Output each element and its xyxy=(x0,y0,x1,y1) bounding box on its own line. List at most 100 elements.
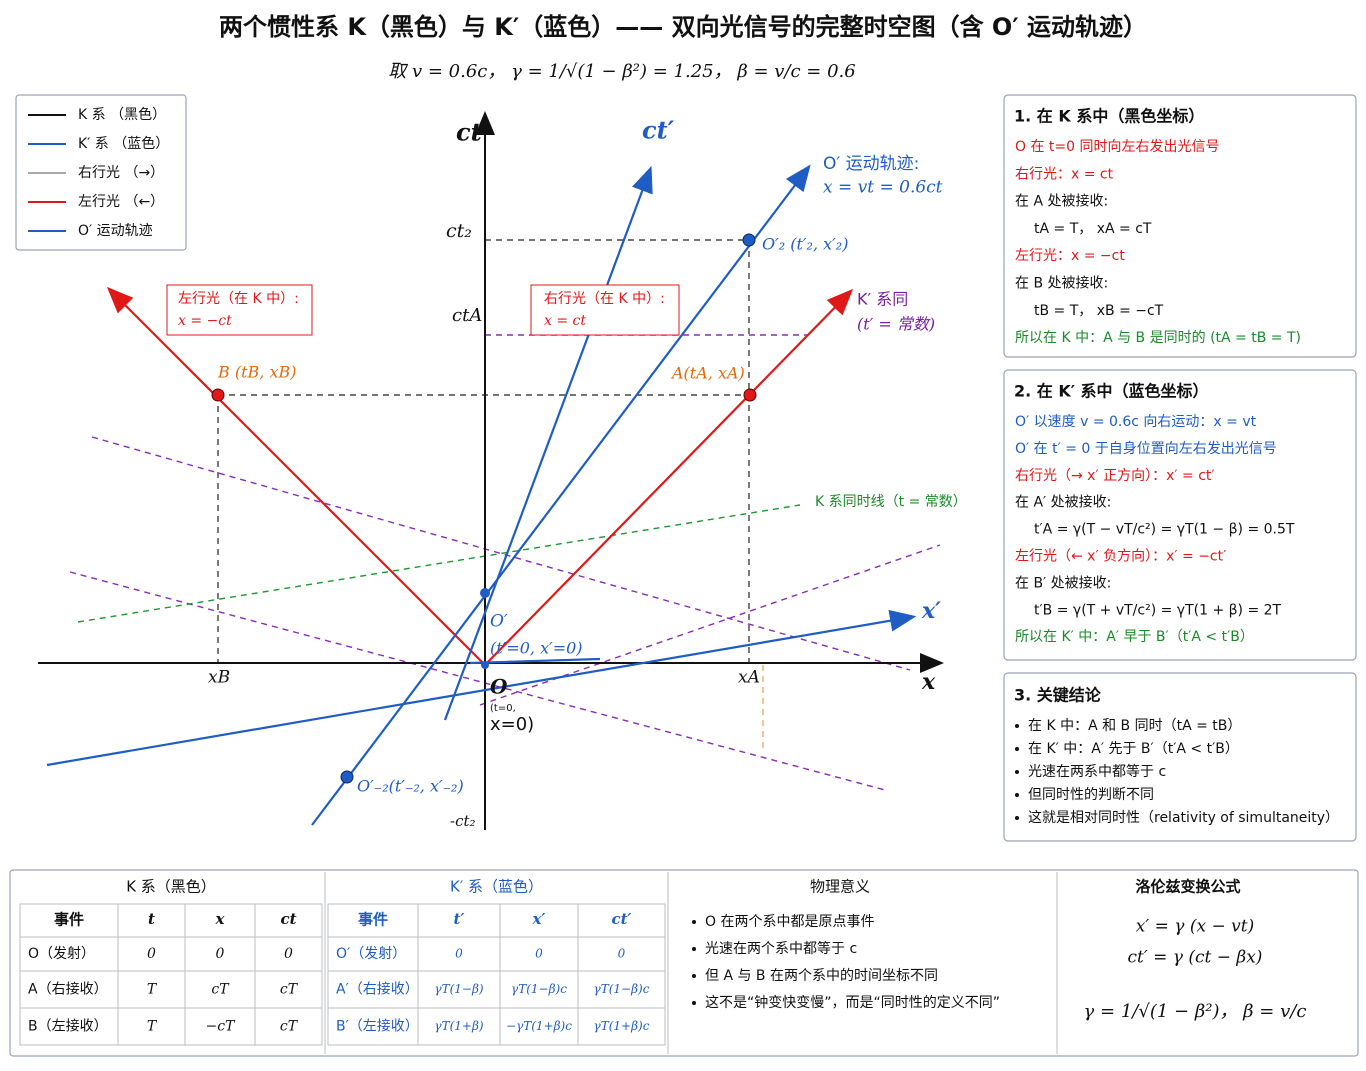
legend-label: O′ 运动轨迹 xyxy=(78,223,153,239)
panel-line: 在 A′ 处被接收: xyxy=(1015,494,1111,511)
panel-line: 左行光（← x′ 负方向）：x′ = −ct′ xyxy=(1015,549,1226,565)
table-box xyxy=(9,869,1359,1057)
table-cell: 0 xyxy=(216,946,225,962)
annotation-text: 右行光（在 K 中）: xyxy=(544,291,665,307)
panel-line: 所以在 K′ 中：A′ 早于 B′（t′A < t′B） xyxy=(1015,629,1254,645)
bullet xyxy=(692,974,696,978)
event-b xyxy=(211,388,225,402)
event-o-neg2 xyxy=(340,770,354,784)
legend: K 系 （黑色） K′ 系 （蓝色） 右行光 （→） 左行光 （←） O′ 运动轨迹 xyxy=(28,106,169,239)
annotation-box xyxy=(530,284,680,336)
lorentz-formula: ct′ = γ (ct − βx) xyxy=(1128,948,1263,968)
table-grid xyxy=(327,903,666,1046)
panel-box xyxy=(1003,672,1357,842)
o-prime-label: O′ xyxy=(490,612,508,632)
origin-coords: (t=0, xyxy=(490,703,516,714)
right-light-ray xyxy=(484,288,854,666)
lorentz-formula: x′ = γ (x − vt) xyxy=(1136,917,1254,937)
panel-box xyxy=(1003,369,1357,661)
table-cell: 0 xyxy=(618,947,626,961)
bullet xyxy=(692,947,696,951)
section-title: 洛伦兹变换公式 xyxy=(1135,878,1240,896)
legend-label: K′ 系 （蓝色） xyxy=(78,135,169,152)
panel-line: 在 A 处被接收: xyxy=(1015,193,1108,210)
section-title: K 系（黑色） xyxy=(126,878,216,896)
legend-box xyxy=(15,94,187,251)
table-cell: 0 xyxy=(455,947,463,961)
table-cell: 0 xyxy=(535,947,543,961)
event-a xyxy=(743,388,757,402)
table-cell: B′（左接收） xyxy=(336,1018,419,1035)
bullet xyxy=(1015,816,1019,820)
panel-line: 在 K′ 中：A′ 先于 B′（t′A < t′B） xyxy=(1028,741,1239,757)
trajectory-label: O′ 运动轨迹: xyxy=(823,154,919,174)
panel-line: O′ 在 t′ = 0 于自身位置向左右发出光信号 xyxy=(1015,441,1277,457)
table-header: 事件 xyxy=(358,911,388,929)
table-cell: γT(1−β) xyxy=(434,982,483,996)
title: 两个惯性系 K（黑色）与 K′（蓝色）—— 双向光信号的完整时空图（含 O′ 运… xyxy=(219,13,1147,41)
table-cell: γT(1−β)c xyxy=(594,982,650,996)
panel-line: t′B = γ(T + vT/c²) = γT(1 + β) = 2T xyxy=(1034,602,1282,618)
panel-title: 3. 关键结论 xyxy=(1014,686,1102,705)
bullet xyxy=(1015,793,1019,797)
table-header: x xyxy=(215,910,226,928)
o-prime-trajectory xyxy=(311,164,811,826)
simultaneity-line xyxy=(91,436,911,671)
simultaneity-label: (t′ = 常数) xyxy=(857,315,935,334)
table-cell: O（发射） xyxy=(28,946,95,962)
physics-item: 光速在两个系中都等于 c xyxy=(705,940,857,957)
panel-line: 右行光：x = ct xyxy=(1015,166,1114,182)
diagram xyxy=(38,111,944,830)
tick-label: ctA xyxy=(452,305,482,326)
axis-label: ct′ xyxy=(642,116,675,145)
tick-label: ct₂ xyxy=(446,220,472,242)
table-cell: γT(1+β)c xyxy=(594,1019,650,1033)
simultaneity-label: K 系同时线（t = 常数） xyxy=(815,494,967,510)
annotation-text: x = ct xyxy=(544,313,586,329)
origin-coords: x=0) xyxy=(490,714,534,735)
table-cell: A′（右接收） xyxy=(336,981,419,998)
table-header: t′ xyxy=(454,910,465,928)
event-label: O′₂ (t′₂, x′₂) xyxy=(762,235,848,254)
physics-item: 但 A 与 B 在两个系中的时间坐标不同 xyxy=(705,968,938,984)
axis-label: ct xyxy=(456,118,482,147)
panel-line: t′A = γ(T − vT/c²) = γT(1 − β) = 0.5T xyxy=(1034,522,1295,538)
panel-line: 左行光：x = −ct xyxy=(1015,248,1125,264)
left-light-ray xyxy=(106,286,486,666)
panel-line: tB = T， xB = −cT xyxy=(1034,303,1164,319)
panel-line: 所以在 K 中：A 与 B 是同时的 (tA = tB = T) xyxy=(1015,330,1301,346)
section-title: K′ 系（蓝色） xyxy=(450,878,543,896)
event-o-prime xyxy=(480,588,490,598)
table-cell: −γT(1+β)c xyxy=(506,1019,572,1033)
legend-label: K 系 （黑色） xyxy=(78,106,166,123)
subtitle: 取 v = 0.6c， γ = 1/√(1 − β²) = 1.25， β = … xyxy=(388,61,855,82)
panel-line: 光速在两系中都等于 c xyxy=(1028,763,1166,780)
table-cell: 0 xyxy=(284,946,293,962)
physics-item: 这不是“钟变快变慢”，而是“同时性的定义不同” xyxy=(705,994,1000,1011)
x-prime-axis xyxy=(46,609,917,767)
panel-title: 2. 在 K′ 系中（蓝色坐标） xyxy=(1014,382,1209,401)
o-prime-coords: (t′=0, x′=0) xyxy=(490,639,583,658)
physics-item: O 在两个系中都是原点事件 xyxy=(705,914,874,930)
bullet xyxy=(1015,747,1019,751)
panel-line: 但同时性的判断不同 xyxy=(1028,787,1154,803)
table-cell: O′（发射） xyxy=(336,946,406,962)
table-header: x′ xyxy=(532,910,546,928)
panel-line: 右行光（→ x′ 正方向）：x′ = ct′ xyxy=(1015,468,1215,484)
section-title: 物理意义 xyxy=(810,878,870,896)
ct-prime-axis xyxy=(443,165,653,721)
axis-label: x xyxy=(921,669,936,695)
table-cell: B（左接收） xyxy=(28,1018,108,1035)
panel-title: 1. 在 K 系中（黑色坐标） xyxy=(1014,107,1204,126)
k-simultaneity-line xyxy=(77,504,801,623)
panel-line: 在 B 处被接收: xyxy=(1015,275,1108,292)
event-label: B (tB, xB) xyxy=(217,363,296,382)
event-label: A(tA, xA) xyxy=(670,364,745,383)
annotation-text: 左行光（在 K 中）: xyxy=(178,291,299,307)
table-cell: cT xyxy=(211,982,230,998)
origin-label: O xyxy=(490,675,508,699)
table-header: ct xyxy=(280,910,296,928)
